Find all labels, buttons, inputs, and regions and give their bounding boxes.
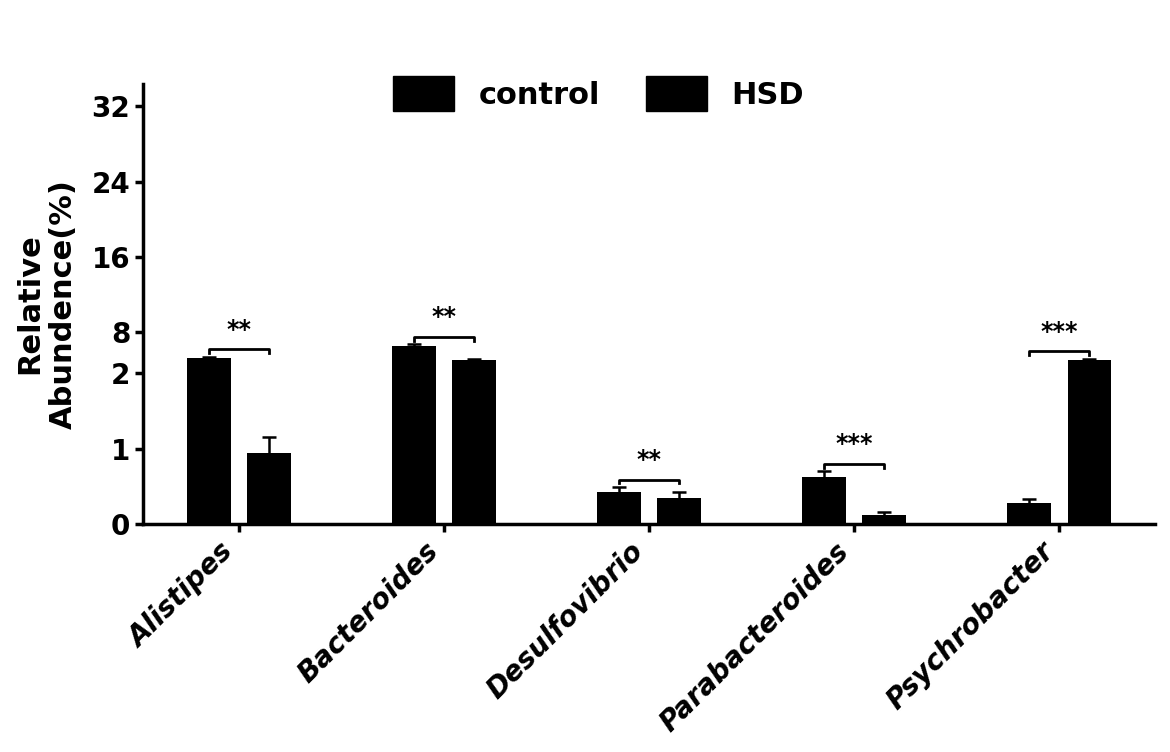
Bar [453,360,496,524]
Bar [247,453,291,524]
Text: ***: *** [835,432,873,456]
Bar [187,359,230,524]
Bar [862,515,907,524]
Text: **: ** [636,448,662,472]
Text: ***: *** [1040,320,1078,344]
Bar [803,478,846,524]
Y-axis label: Relative
Abundence(%): Relative Abundence(%) [15,179,77,429]
Text: **: ** [432,305,456,329]
Bar [597,493,641,524]
Bar [1067,360,1111,524]
Bar [392,346,436,524]
Text: **: ** [227,317,252,341]
Legend: control, HSD: control, HSD [381,64,817,123]
Bar [1007,503,1051,524]
Bar [658,498,701,524]
